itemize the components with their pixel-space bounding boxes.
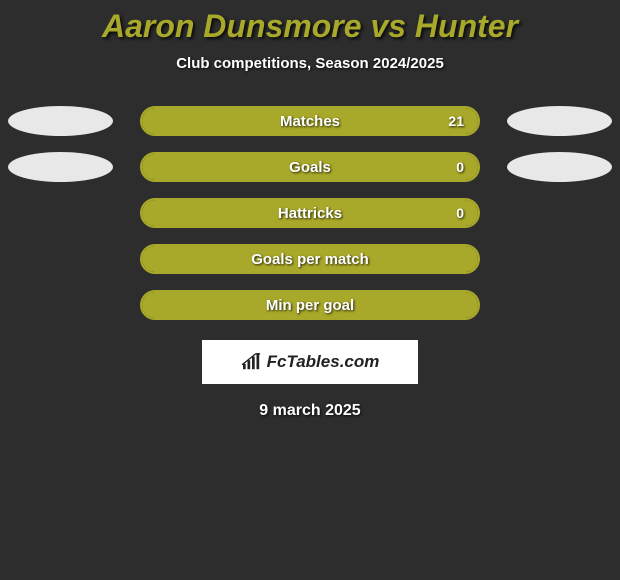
logo-label: FcTables.com: [267, 352, 380, 372]
right-ellipse: [507, 106, 612, 136]
stat-bar: Goals0: [140, 152, 480, 182]
page-title: Aaron Dunsmore vs Hunter: [0, 8, 620, 45]
stat-bar: Hattricks0: [140, 198, 480, 228]
bar-outer: Matches21: [140, 106, 480, 136]
comparison-infographic: Aaron Dunsmore vs Hunter Club competitio…: [0, 0, 620, 420]
stat-row: Hattricks0: [0, 194, 620, 240]
subtitle: Club competitions, Season 2024/2025: [0, 55, 620, 72]
logo-text: FcTables.com: [241, 352, 380, 372]
stats-list: Matches21Goals0Hattricks0Goals per match…: [0, 102, 620, 332]
bar-outer: Goals0: [140, 152, 480, 182]
stat-row: Matches21: [0, 102, 620, 148]
date-label: 9 march 2025: [0, 402, 620, 420]
bar-label: Matches: [142, 113, 478, 130]
bar-value: 21: [448, 113, 464, 129]
left-ellipse: [8, 106, 113, 136]
stat-bar: Goals per match: [140, 244, 480, 274]
stat-row: Goals per match: [0, 240, 620, 286]
bar-outer: Goals per match: [140, 244, 480, 274]
logo-box: FcTables.com: [202, 340, 418, 384]
bar-chart-icon: [241, 353, 263, 371]
left-ellipse: [8, 152, 113, 182]
bar-label: Goals per match: [142, 251, 478, 268]
bar-value: 0: [456, 205, 464, 221]
bar-value: 0: [456, 159, 464, 175]
bar-label: Hattricks: [142, 205, 478, 222]
stat-bar: Min per goal: [140, 290, 480, 320]
right-ellipse: [507, 152, 612, 182]
bar-outer: Min per goal: [140, 290, 480, 320]
bar-outer: Hattricks0: [140, 198, 480, 228]
bar-label: Goals: [142, 159, 478, 176]
stat-bar: Matches21: [140, 106, 480, 136]
bar-label: Min per goal: [142, 297, 478, 314]
stat-row: Goals0: [0, 148, 620, 194]
stat-row: Min per goal: [0, 286, 620, 332]
